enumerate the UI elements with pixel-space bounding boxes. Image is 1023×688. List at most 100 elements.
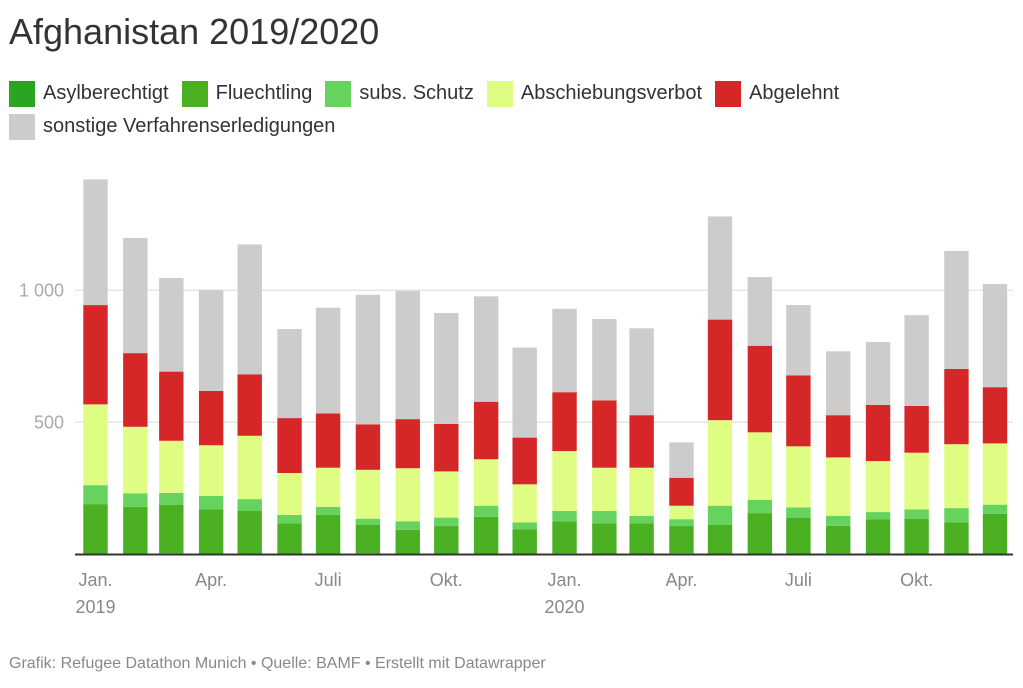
x-tick-year-label: 2020: [545, 597, 585, 617]
bars: [83, 179, 1008, 555]
bar-stack-2020-02: [592, 319, 617, 555]
legend-swatch-subs-schutz: [325, 80, 352, 107]
bar-segment-sonstige-verfahrenserledigungen: [355, 294, 381, 425]
bar-segment-sonstige-verfahrenserledigungen: [123, 238, 148, 354]
legend-label: Asylberechtigt: [43, 82, 169, 104]
bar-segment-subs-schutz: [473, 505, 499, 517]
bar-segment-abgelehnt: [123, 353, 148, 427]
x-tick-label: Juli: [315, 570, 342, 590]
bar-segment-sonstige-verfahrenserledigungen: [944, 250, 969, 369]
bar-stack-2020-05: [707, 216, 733, 555]
bar-segment-sonstige-verfahrenserledigungen: [865, 342, 891, 405]
bar-segment-abgelehnt: [237, 374, 262, 436]
bar-stack-2020-11: [944, 250, 969, 555]
bar-segment-subs-schutz: [707, 505, 733, 525]
bar-segment-abgelehnt: [669, 477, 694, 506]
bar-stack-2020-12: [982, 283, 1008, 555]
bar-segment-fluechtling: [826, 525, 851, 554]
bar-segment-abgelehnt: [198, 390, 224, 446]
bar-segment-abgelehnt: [786, 375, 811, 447]
bar-segment-abgelehnt: [512, 437, 537, 485]
bar-segment-fluechtling: [904, 518, 929, 554]
bar-segment-abgelehnt: [395, 419, 420, 469]
bar-segment-fluechtling: [355, 524, 381, 554]
bar-segment-sonstige-verfahrenserledigungen: [904, 315, 929, 406]
bar-segment-fluechtling: [473, 516, 499, 554]
bar-segment-abschiebungsverbot: [982, 443, 1008, 505]
x-tick-label: Okt.: [430, 570, 463, 590]
bar-segment-sonstige-verfahrenserledigungen: [315, 307, 341, 414]
bar-segment-abgelehnt: [315, 413, 341, 468]
bar-segment-abgelehnt: [629, 415, 654, 468]
bar-segment-subs-schutz: [826, 515, 851, 526]
bar-stack-2020-08: [826, 351, 851, 555]
bar-segment-fluechtling: [83, 504, 108, 554]
gridlines: 500 1 000: [19, 280, 1013, 432]
bar-segment-abgelehnt: [826, 415, 851, 458]
bar-segment-sonstige-verfahrenserledigungen: [552, 308, 577, 393]
bar-segment-sonstige-verfahrenserledigungen: [277, 329, 302, 419]
bar-segment-fluechtling: [512, 529, 537, 554]
bar-segment-abschiebungsverbot: [473, 459, 499, 506]
bar-segment-abschiebungsverbot: [434, 471, 459, 518]
legend-label: Fluechtling: [215, 82, 313, 104]
bar-segment-fluechtling: [865, 519, 891, 554]
legend-swatch-abgelehnt: [715, 80, 742, 107]
x-tick-year-label: 2019: [75, 597, 115, 617]
bar-segment-subs-schutz: [629, 516, 654, 524]
x-tick-label: Apr.: [195, 570, 227, 590]
bar-segment-subs-schutz: [592, 511, 617, 524]
bar-segment-fluechtling: [707, 524, 733, 554]
bar-segment-sonstige-verfahrenserledigungen: [473, 296, 499, 402]
bar-segment-subs-schutz: [355, 518, 381, 525]
bar-segment-fluechtling: [629, 523, 654, 554]
x-tick-label: Juli: [785, 570, 812, 590]
bar-stack-2020-07: [786, 305, 811, 555]
legend-item-sonstige: sonstige Verfahrenserledigungen: [9, 113, 335, 140]
bar-stack-2020-03: [629, 328, 654, 555]
bar-segment-subs-schutz: [904, 509, 929, 519]
x-tick-label: Apr.: [665, 570, 697, 590]
bar-segment-sonstige-verfahrenserledigungen: [982, 283, 1008, 388]
bar-segment-abschiebungsverbot: [669, 505, 694, 520]
bar-segment-abschiebungsverbot: [159, 440, 184, 493]
bar-segment-abschiebungsverbot: [395, 468, 420, 522]
bar-segment-sonstige-verfahrenserledigungen: [237, 244, 262, 375]
bar-segment-abgelehnt: [904, 405, 929, 453]
bar-segment-abschiebungsverbot: [237, 435, 262, 500]
bar-stack-2019-04: [198, 290, 224, 555]
bar-segment-subs-schutz: [395, 521, 420, 530]
bar-segment-subs-schutz: [83, 485, 108, 505]
bar-segment-abschiebungsverbot: [707, 420, 733, 506]
bar-segment-abgelehnt: [944, 368, 969, 445]
legend-swatch-abschiebungsverbot: [486, 80, 513, 107]
bar-segment-abschiebungsverbot: [123, 426, 148, 494]
bar-segment-subs-schutz: [944, 508, 969, 523]
bar-segment-subs-schutz: [237, 499, 262, 512]
bar-stack-2020-10: [904, 315, 929, 555]
bar-segment-abschiebungsverbot: [552, 451, 577, 512]
bar-segment-sonstige-verfahrenserledigungen: [592, 319, 617, 401]
bar-segment-abschiebungsverbot: [592, 467, 617, 512]
bar-stack-2020-09: [865, 342, 891, 555]
bar-segment-abgelehnt: [434, 423, 459, 472]
bar-segment-subs-schutz: [123, 493, 148, 507]
bar-segment-sonstige-verfahrenserledigungen: [83, 179, 108, 306]
bar-segment-abgelehnt: [473, 401, 499, 460]
bar-segment-abschiebungsverbot: [904, 452, 929, 510]
bar-segment-fluechtling: [552, 521, 577, 554]
bar-segment-fluechtling: [395, 529, 420, 554]
bar-stack-2019-07: [315, 307, 341, 555]
bar-segment-fluechtling: [434, 526, 459, 554]
bar-stack-2019-03: [159, 277, 184, 555]
y-tick-label: 1 000: [19, 280, 64, 300]
bar-segment-abgelehnt: [865, 404, 891, 462]
legend-row-2: sonstige Verfahrenserledigungen: [9, 110, 1009, 143]
bar-segment-abschiebungsverbot: [315, 467, 341, 507]
bar-segment-abgelehnt: [83, 305, 108, 405]
bar-segment-abgelehnt: [355, 424, 381, 470]
bar-segment-fluechtling: [123, 506, 148, 554]
bar-segment-fluechtling: [315, 514, 341, 554]
bar-segment-subs-schutz: [512, 522, 537, 530]
bar-segment-abschiebungsverbot: [865, 461, 891, 513]
